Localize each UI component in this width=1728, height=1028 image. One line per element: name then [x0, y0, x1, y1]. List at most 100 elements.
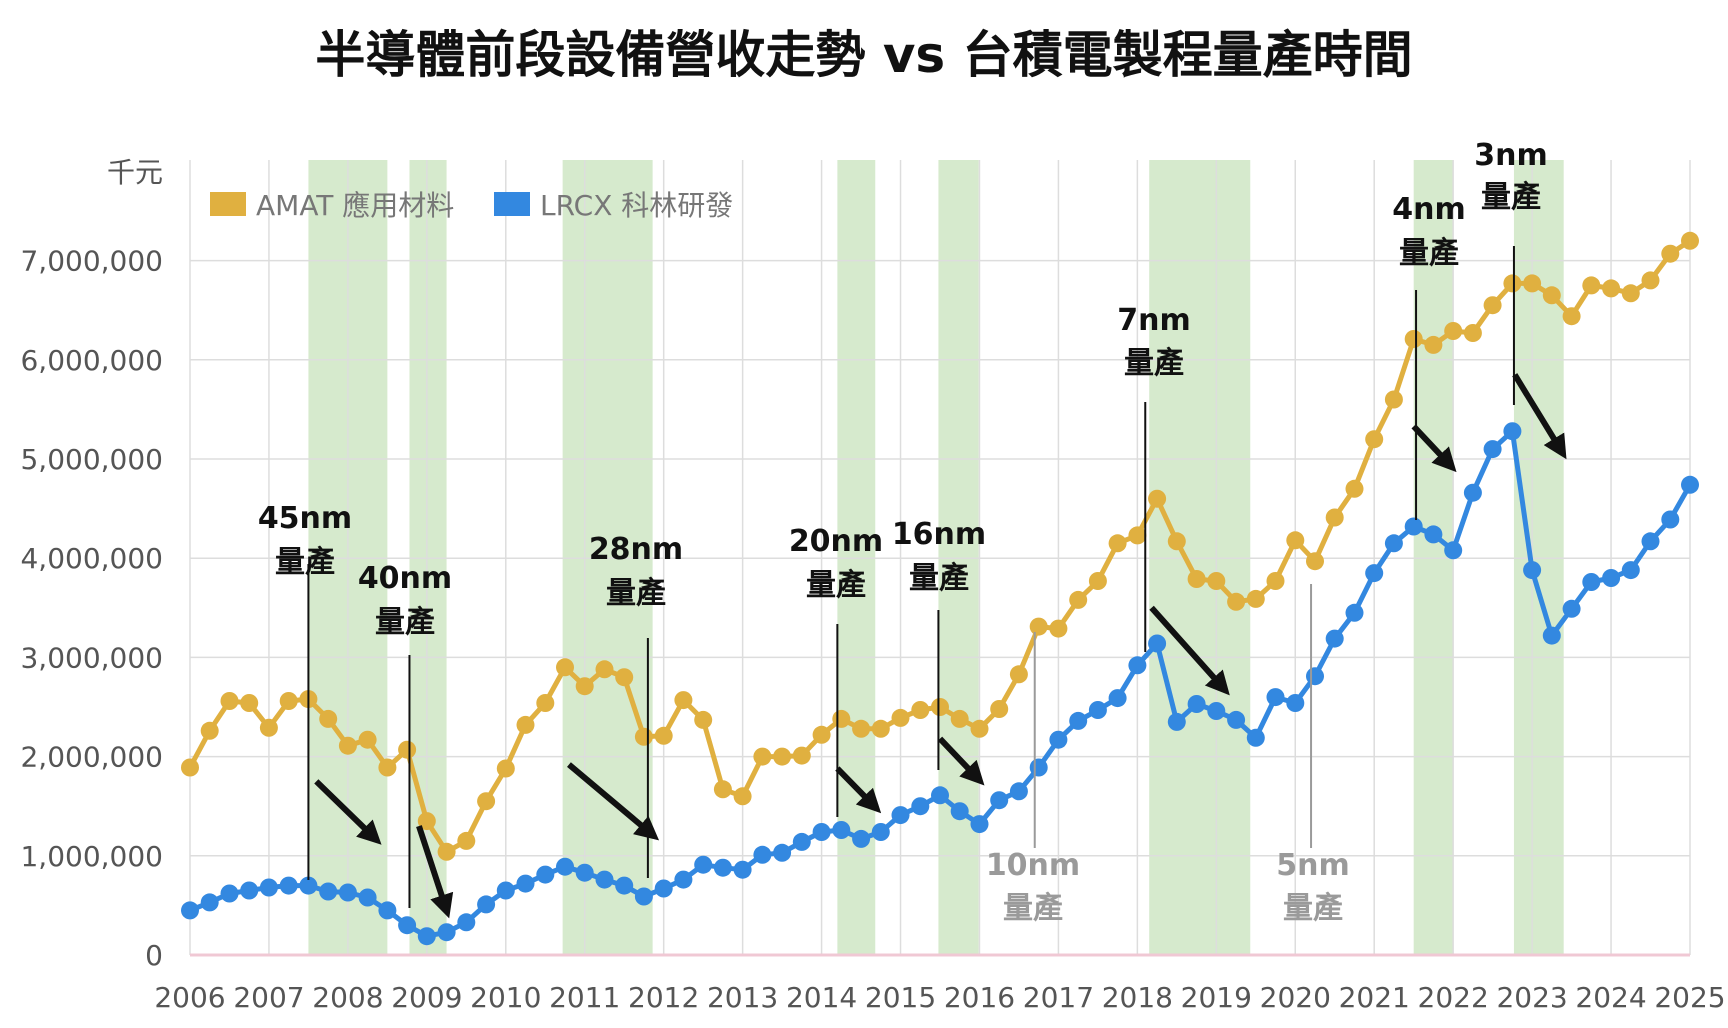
- data-point: [279, 876, 298, 895]
- data-point: [674, 870, 693, 889]
- data-point: [1207, 572, 1226, 590]
- data-point: [1602, 569, 1621, 587]
- data-point: [1306, 667, 1324, 686]
- data-point: [990, 700, 1009, 718]
- x-tick-label: 2012: [628, 981, 699, 1014]
- x-tick-label: 2015: [865, 981, 936, 1014]
- data-point: [1266, 688, 1285, 707]
- trend-arrow-0: [314, 779, 382, 845]
- data-point: [1286, 694, 1305, 712]
- y-tick-label: 5,000,000: [20, 443, 163, 476]
- data-point: [1088, 701, 1107, 719]
- x-tick-label: 2011: [549, 981, 620, 1014]
- data-point: [1345, 603, 1364, 622]
- data-point: [220, 884, 239, 903]
- trend-arrow-6: [1411, 424, 1457, 473]
- data-point: [1187, 570, 1206, 588]
- data-point: [279, 692, 298, 710]
- annotation-node: 16nm: [892, 517, 986, 552]
- x-tick-label: 2018: [1102, 981, 1173, 1014]
- x-tick-label: 2007: [233, 981, 304, 1014]
- data-point: [259, 718, 278, 737]
- x-tick-label: 2014: [786, 981, 857, 1014]
- annotation-node: 45nm: [258, 501, 352, 536]
- data-point: [575, 863, 594, 882]
- annotation-label: 量產: [375, 605, 435, 640]
- data-point: [516, 715, 535, 734]
- x-tick-label: 2021: [1339, 981, 1410, 1014]
- data-point: [1227, 710, 1246, 729]
- x-tick-label: 2006: [154, 981, 225, 1014]
- data-point: [1641, 532, 1660, 551]
- data-point: [1503, 422, 1522, 441]
- data-point: [1365, 430, 1384, 449]
- data-point: [358, 730, 377, 749]
- data-point: [536, 865, 555, 884]
- data-point: [792, 746, 811, 765]
- data-point: [1661, 510, 1680, 529]
- annotation-node: 10nm: [986, 848, 1080, 883]
- data-point: [753, 747, 772, 766]
- arrows: [314, 373, 1567, 919]
- annotation-label: 量產: [909, 561, 969, 596]
- data-point: [1641, 271, 1660, 290]
- data-point: [654, 879, 673, 898]
- data-point: [1681, 231, 1699, 250]
- x-tick-label: 2010: [470, 981, 541, 1014]
- data-point: [911, 797, 930, 816]
- data-point: [1384, 390, 1403, 409]
- data-point: [496, 759, 515, 778]
- data-point: [1542, 626, 1561, 645]
- data-point: [477, 792, 496, 811]
- data-point: [575, 677, 594, 696]
- data-point: [1227, 592, 1246, 611]
- data-point: [1562, 599, 1581, 618]
- data-point: [1444, 322, 1463, 340]
- data-point: [1424, 335, 1443, 354]
- y-tick-label: 0: [145, 939, 163, 972]
- data-point: [1009, 782, 1028, 801]
- data-point: [891, 708, 910, 727]
- data-point: [1108, 689, 1127, 708]
- data-point: [1523, 274, 1542, 293]
- data-point: [1582, 573, 1601, 591]
- annotations: 45nm 量產 40nm 量產 28nm 量產 20nm 量產 16nm 量產 10nm 量產 7nm 量…: [258, 138, 1548, 926]
- data-point: [1483, 440, 1502, 459]
- annotation-label: 量產: [1481, 180, 1541, 215]
- data-point: [1049, 619, 1068, 638]
- data-point: [1444, 541, 1463, 560]
- data-point: [1246, 589, 1265, 608]
- trend-arrow-4: [937, 736, 985, 786]
- data-point: [299, 876, 318, 895]
- annotation-40nm: 40nm 量產: [358, 561, 452, 908]
- data-point: [674, 691, 693, 710]
- annotation-10nm: 10nm 量產: [986, 632, 1080, 926]
- annotation-4nm: 4nm 量產: [1392, 192, 1466, 520]
- data-point: [398, 740, 417, 759]
- data-point: [457, 831, 476, 850]
- data-point: [970, 719, 989, 738]
- annotation-16nm: 16nm 量產: [892, 517, 986, 770]
- data-point: [931, 698, 949, 716]
- data-point: [1681, 475, 1699, 494]
- x-tick-label: 2024: [1575, 981, 1646, 1014]
- x-tick-label: 2013: [707, 981, 778, 1014]
- legend-label-lrcx: LRCX 科林研發: [540, 189, 733, 222]
- data-point: [773, 843, 792, 862]
- data-point: [753, 845, 772, 864]
- data-point: [595, 870, 614, 889]
- data-point: [1128, 656, 1147, 675]
- data-point: [358, 888, 377, 907]
- x-tick-label: 2008: [312, 981, 383, 1014]
- data-point: [871, 823, 890, 841]
- data-point: [1009, 665, 1028, 684]
- data-point: [200, 721, 219, 740]
- data-point: [378, 901, 397, 920]
- y-tick-label: 6,000,000: [20, 344, 163, 377]
- annotation-node: 4nm: [1392, 192, 1466, 227]
- annotation-20nm: 20nm 量產: [789, 524, 883, 817]
- data-point: [733, 787, 752, 806]
- data-point: [615, 876, 634, 895]
- data-point: [634, 887, 653, 906]
